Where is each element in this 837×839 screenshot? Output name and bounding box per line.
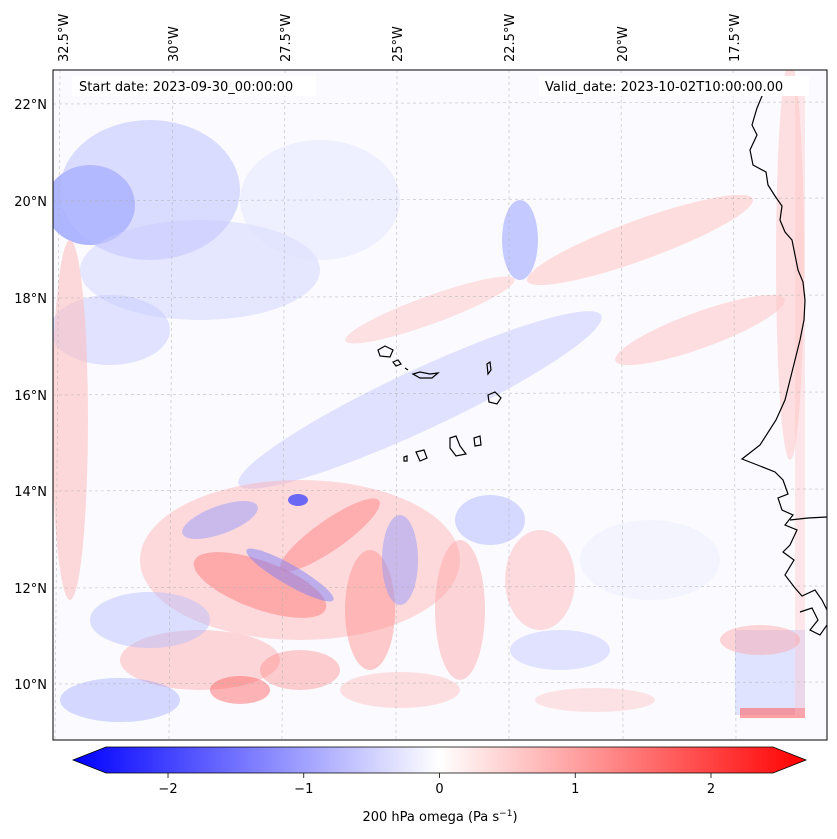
lon-label: 32.5°W [57, 14, 72, 62]
map-frame [52, 69, 828, 741]
island-santo-antao [377, 345, 394, 358]
colorbar-bar [71, 746, 808, 774]
lat-label: 20°N [14, 195, 47, 210]
lon-label: 27.5°W [279, 14, 294, 62]
colorbar-label: 200 hPa omega (Pa s−1) [362, 809, 517, 825]
island-santa-luzia [404, 367, 409, 371]
lon-label: 30°W [167, 26, 182, 62]
island-santiago [449, 435, 468, 457]
graticule [53, 70, 827, 740]
lat-label: 10°N [14, 678, 47, 693]
colorbar: −2 −1 0 1 2 200 hPa omega (Pa s−1) [71, 746, 808, 825]
island-maio [473, 435, 482, 447]
guinea-bissau-coast [799, 607, 827, 636]
field-blobs [53, 70, 805, 722]
colorbar-tick-label: 0 [435, 782, 443, 797]
africa-coastline [740, 85, 827, 611]
lon-label: 20°W [616, 26, 631, 62]
island-sao-vicente [392, 359, 402, 367]
lon-label: 25°W [391, 26, 406, 62]
colorbar-ticks: −2 −1 0 1 2 [158, 773, 715, 797]
lat-label: 22°N [14, 98, 47, 113]
island-sao-nicolau [411, 371, 440, 379]
valid-date-label: Valid_date: 2023-10-02T10:00:00.00 [545, 80, 783, 95]
lat-label: 16°N [14, 389, 47, 404]
lon-label: 22.5°W [503, 14, 518, 62]
lat-label: 14°N [14, 485, 47, 500]
colorbar-tick-label: −1 [294, 782, 313, 797]
valid-date-box: Valid_date: 2023-10-02T10:00:00.00 [539, 76, 809, 96]
lat-label: 18°N [14, 292, 47, 307]
lon-labels: 32.5°W 30°W 27.5°W 25°W 22.5°W 20°W 17.5… [57, 14, 743, 62]
colorbar-tick-label: 1 [571, 782, 579, 797]
colorbar-tick-label: 2 [707, 782, 715, 797]
start-date-box: Start date: 2023-09-30_00:00:00 [72, 76, 316, 96]
coastlines [377, 85, 827, 636]
island-sal [486, 360, 492, 376]
lat-labels: 22°N 20°N 18°N 16°N 14°N 12°N 10°N [14, 98, 47, 693]
senegal-inlet [789, 516, 827, 521]
lat-label: 12°N [14, 582, 47, 597]
start-date-label: Start date: 2023-09-30_00:00:00 [79, 80, 293, 95]
island-fogo [415, 449, 428, 462]
island-boa-vista [487, 391, 502, 405]
lon-label: 17.5°W [728, 14, 743, 62]
island-brava [403, 455, 408, 462]
colorbar-tick-label: −2 [158, 782, 177, 797]
omega-field: Start date: 2023-09-30_00:00:00 Valid_da… [53, 70, 827, 740]
